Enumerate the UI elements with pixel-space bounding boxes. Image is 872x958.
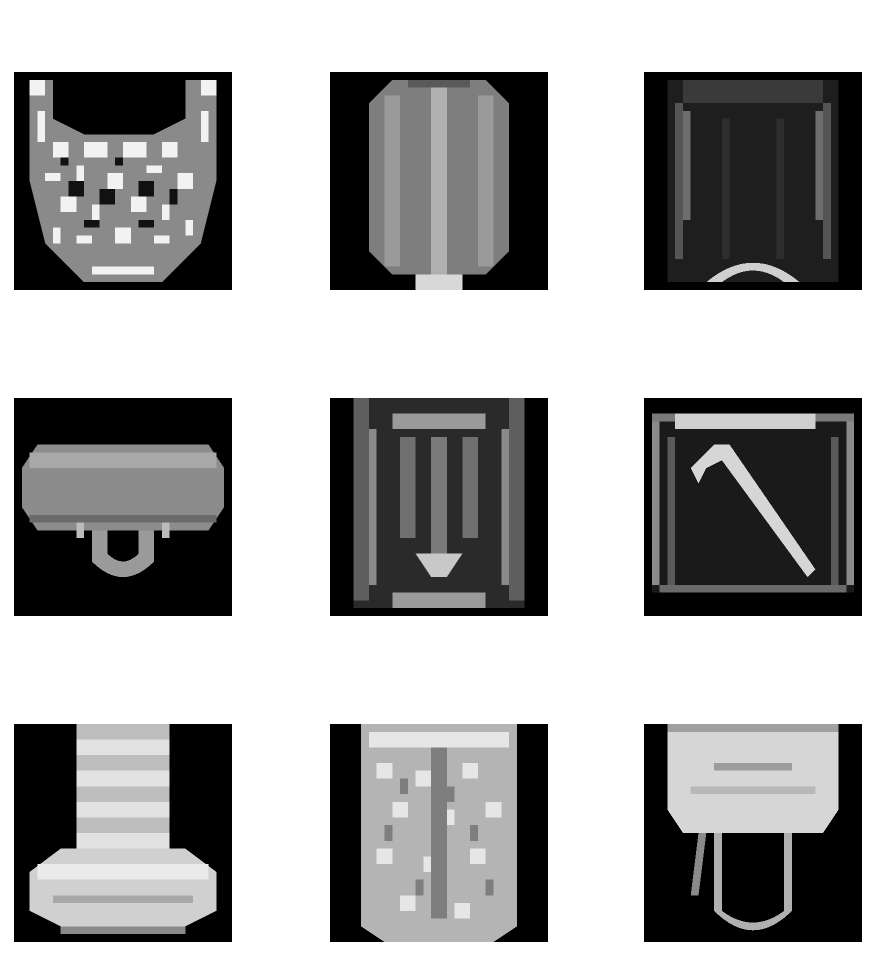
clothing-image-bag-dark [644, 398, 862, 616]
clothing-image-shirt-plain [330, 72, 548, 290]
clothing-image-pullover [330, 398, 548, 616]
clothing-image-bag-handle [644, 724, 862, 942]
clothing-image-coat [14, 72, 232, 290]
clothing-image-shirt-dark [644, 72, 862, 290]
clothing-image-shirt-textured [330, 724, 548, 942]
clothing-image-bag-flat [14, 398, 232, 616]
clothing-image-tshirt-striped [14, 724, 232, 942]
